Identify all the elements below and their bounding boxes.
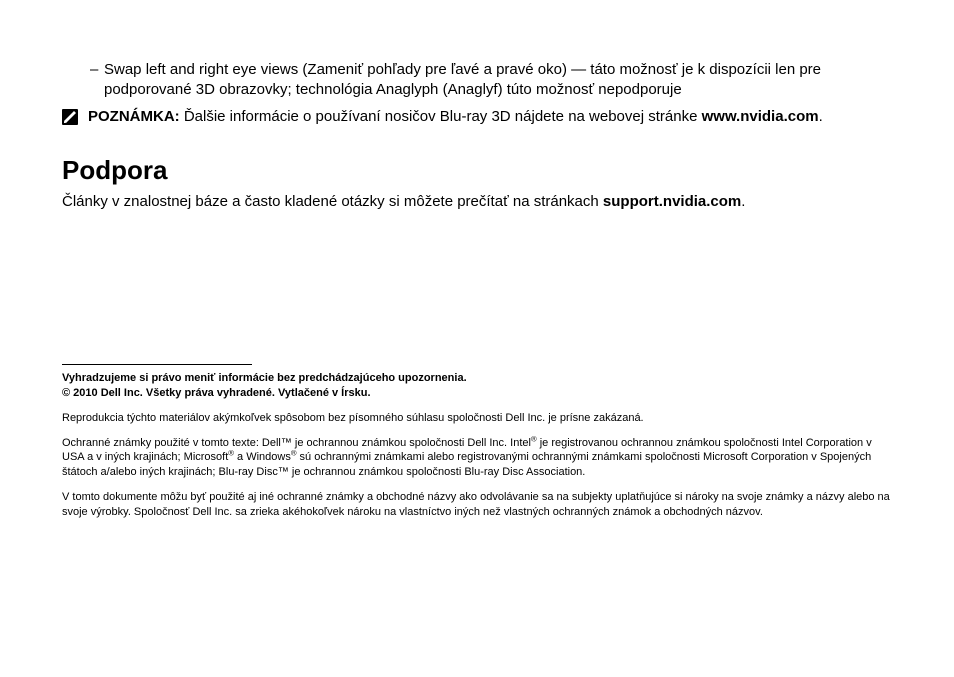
legal-disclaimer-bold: Vyhradzujeme si právo meniť informácie b… bbox=[62, 371, 892, 401]
note-block: POZNÁMKA: Ďalšie informácie o používaní … bbox=[62, 107, 892, 127]
note-label: POZNÁMKA: bbox=[88, 108, 184, 125]
section-heading: Podpora bbox=[62, 155, 892, 186]
bullet-list-item: – Swap left and right eye views (Zameniť… bbox=[90, 60, 892, 101]
section-body-link: support.nvidia.com bbox=[603, 193, 741, 210]
note-link: www.nvidia.com bbox=[702, 108, 819, 125]
legal-paragraph-3: V tomto dokumente môžu byť použité aj in… bbox=[62, 490, 892, 520]
document-page: – Swap left and right eye views (Zameniť… bbox=[0, 0, 954, 560]
note-body-before: Ďalšie informácie o používaní nosičov Bl… bbox=[184, 108, 702, 125]
section-body: Články v znalostnej báze a často kladené… bbox=[62, 192, 892, 212]
note-body-after: . bbox=[819, 108, 823, 125]
legal-divider bbox=[62, 364, 252, 365]
bullet-dash: – bbox=[90, 60, 104, 80]
legal-paragraph-2: Ochranné známky použité v tomto texte: D… bbox=[62, 436, 892, 481]
note-text: POZNÁMKA: Ďalšie informácie o používaní … bbox=[88, 107, 892, 127]
bullet-text: Swap left and right eye views (Zameniť p… bbox=[104, 60, 892, 101]
legal-paragraph-1: Reprodukcia týchto materiálov akýmkoľvek… bbox=[62, 411, 892, 426]
note-icon bbox=[62, 109, 78, 125]
section-body-before: Články v znalostnej báze a často kladené… bbox=[62, 193, 603, 210]
section-body-after: . bbox=[741, 193, 745, 210]
